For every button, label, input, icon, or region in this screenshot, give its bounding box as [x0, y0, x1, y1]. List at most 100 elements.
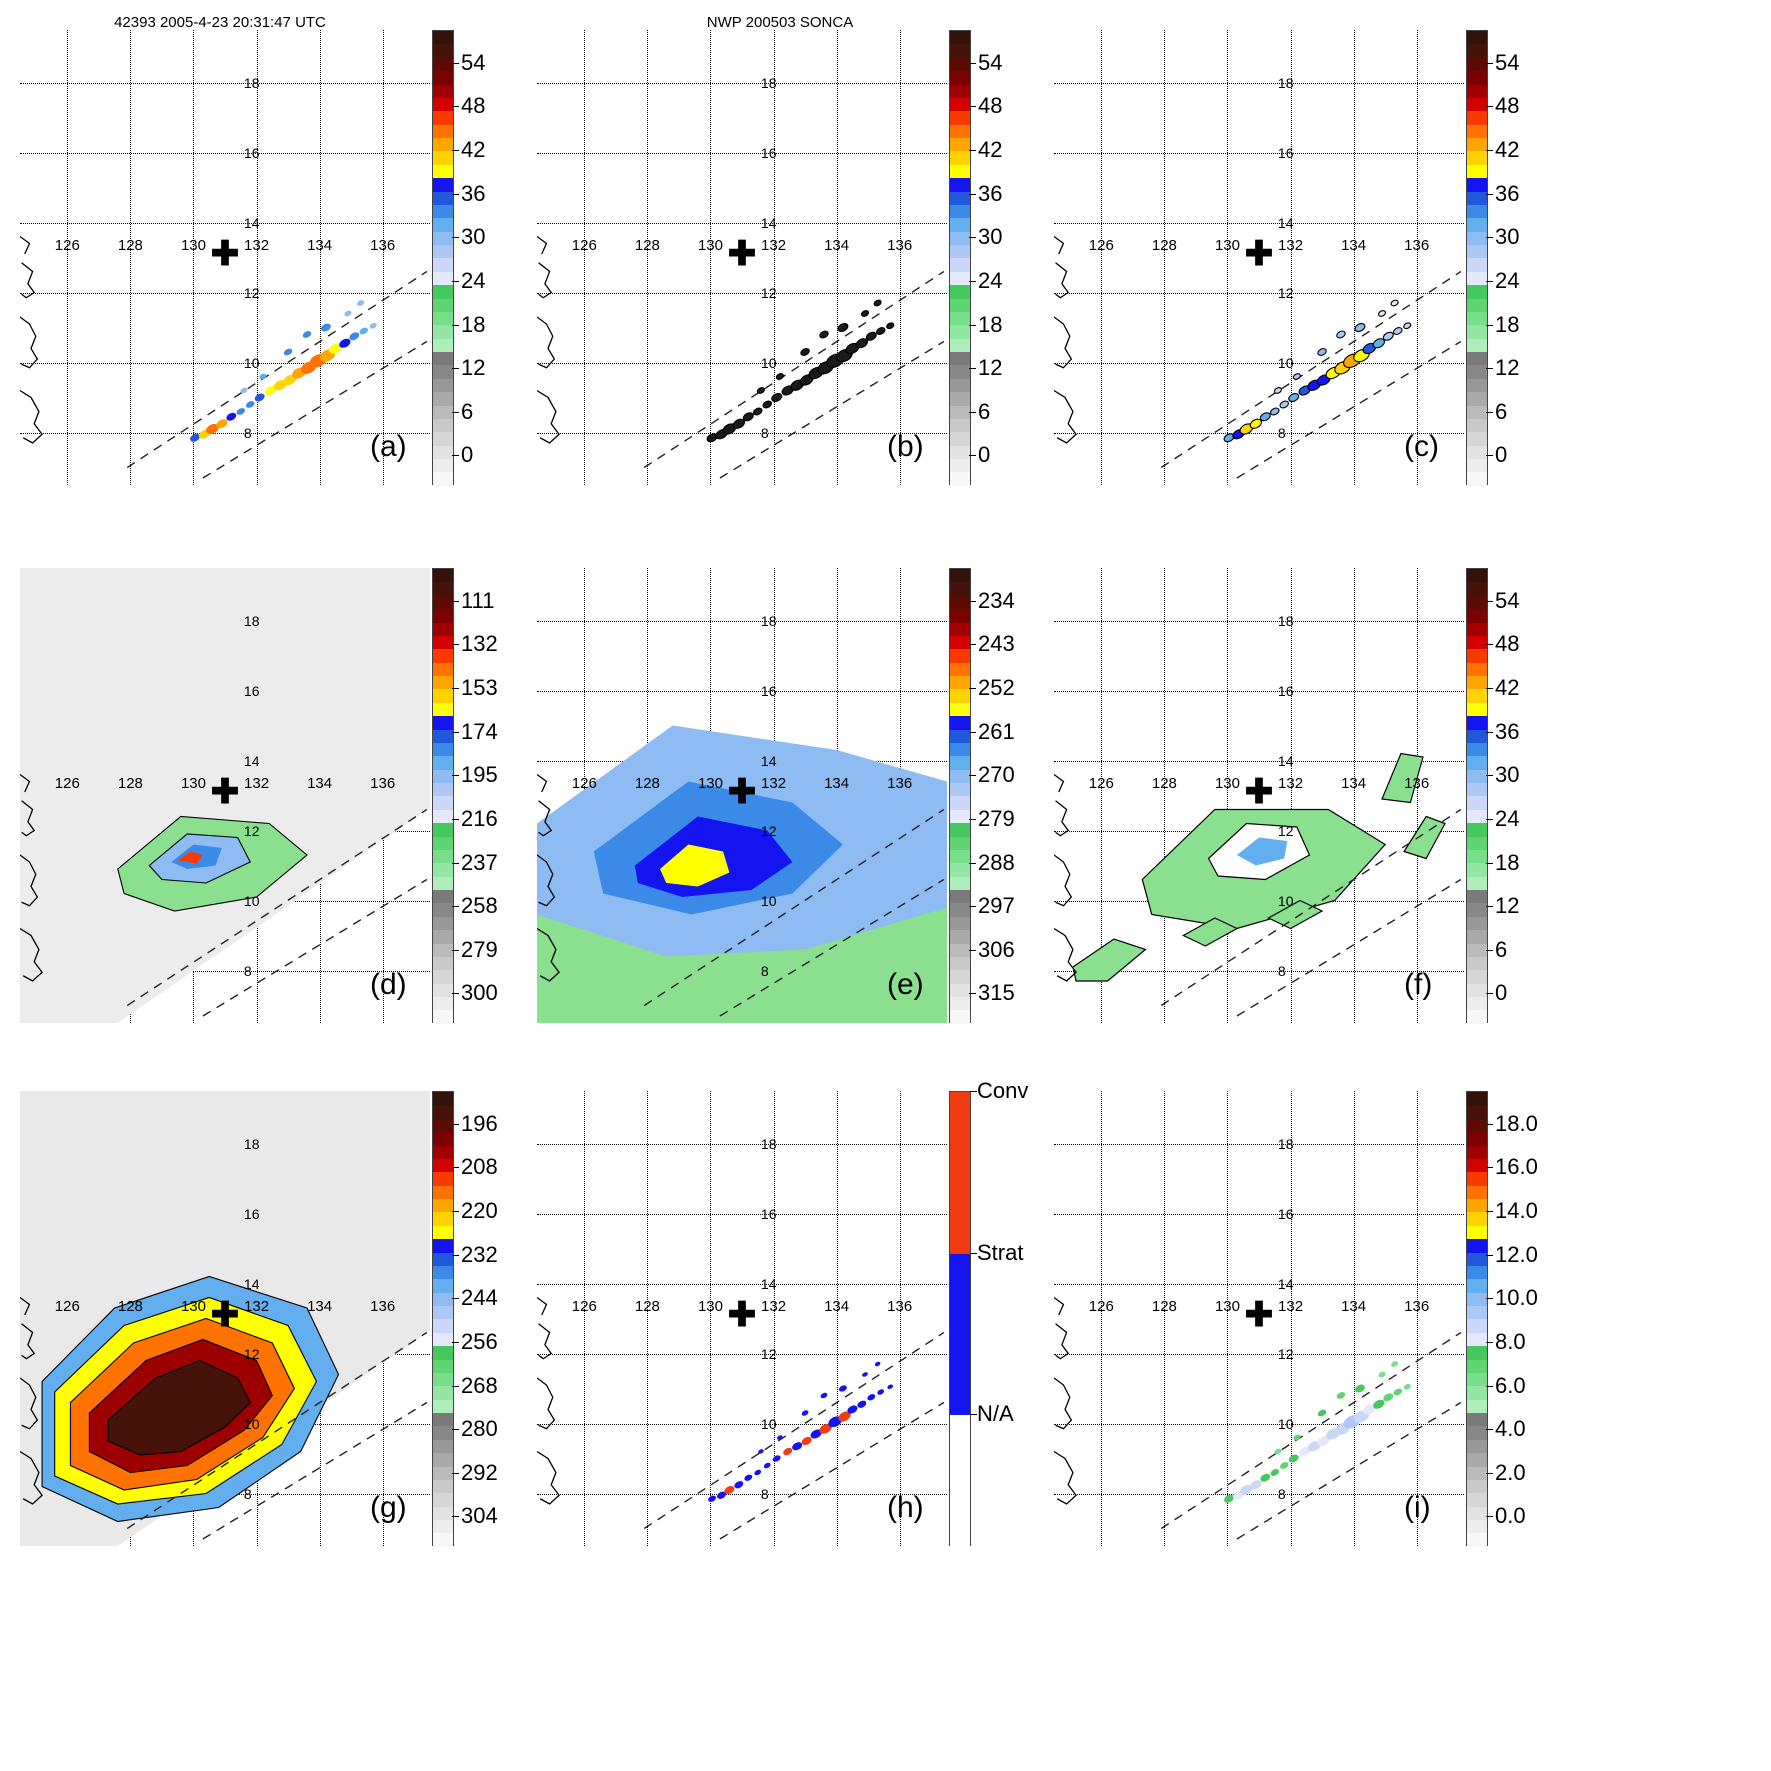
- map-area-f: [1054, 568, 1464, 1023]
- lat-tick-label: 14: [760, 1275, 777, 1292]
- colorbar-tick-label: 18.0: [1495, 1110, 1538, 1136]
- colorbar-segment: [1467, 1533, 1487, 1547]
- colorbar-segment: [950, 124, 970, 138]
- colorbar-segment: [433, 1493, 453, 1507]
- colorbar-segment: [1467, 352, 1487, 366]
- colorbar-segment: [433, 930, 453, 944]
- colorbar-segment: [950, 997, 970, 1011]
- colorbar-segment: [433, 1265, 453, 1280]
- lat-tick-label: 10: [1277, 354, 1294, 371]
- gridline-lat: [537, 292, 947, 294]
- colorbar-segment: [433, 1359, 453, 1373]
- colorbar-tick-mark: [452, 906, 459, 908]
- map-area-c: [1054, 30, 1464, 485]
- panel-label-c: (c): [1404, 430, 1439, 463]
- colorbar-tick-label: 244: [461, 1285, 498, 1311]
- colorbar-segment: [1467, 1010, 1487, 1024]
- colorbar-tick-mark: [969, 106, 976, 108]
- lat-tick-label: 18: [1277, 1135, 1294, 1152]
- colorbar-tick-label: 258: [461, 893, 498, 919]
- colorbar-segment: [1467, 702, 1487, 717]
- coastline: [20, 1296, 43, 1505]
- colorbar-tick-mark: [1486, 1298, 1493, 1300]
- colorbar-segment: [433, 432, 453, 446]
- colorbar-tick-mark: [452, 688, 459, 690]
- colorbar-tick-mark: [452, 150, 459, 152]
- colorbar-segment: [1467, 1332, 1487, 1347]
- colorbar-segment: [1467, 742, 1487, 757]
- gridline-lat: [20, 292, 430, 294]
- colorbar-tick-label: 30: [461, 224, 486, 250]
- lon-tick-label: 126: [1088, 236, 1114, 254]
- colorbar-segment: [950, 756, 970, 770]
- lat-tick-label: 16: [1277, 1205, 1294, 1222]
- colorbar-segment: [1467, 1306, 1487, 1320]
- lon-tick-label: 126: [1088, 1297, 1114, 1315]
- colorbar-tick-mark: [452, 600, 459, 602]
- colorbar-segment: [433, 609, 453, 623]
- colorbar-segment: [433, 729, 453, 743]
- colorbar-tick-mark: [452, 1298, 459, 1300]
- colorbar-tick-label: 216: [461, 805, 498, 831]
- map-area-g: [20, 1091, 430, 1546]
- colorbar-tick-label: 54: [1495, 587, 1520, 613]
- colorbar-segment: [950, 569, 970, 583]
- colorbar-segment: [950, 231, 970, 245]
- gridline-lon: [773, 1091, 775, 1546]
- gridline-lat: [1054, 222, 1464, 224]
- colorbar-tick-label: Conv: [977, 1078, 1029, 1103]
- colorbar-segment: [950, 418, 970, 433]
- lon-tick-label: 134: [307, 236, 333, 254]
- colorbar-segment: [433, 97, 453, 112]
- gridline-lon: [647, 1091, 649, 1546]
- colorbar-tick-label: 6: [461, 398, 474, 424]
- colorbar-a: [432, 30, 454, 486]
- colorbar-segment: [1467, 609, 1487, 623]
- colorbar-segment: [1467, 365, 1487, 379]
- colorbar-tick-label: 297: [978, 893, 1015, 919]
- lon-tick-label: 132: [244, 236, 270, 254]
- colorbar-segment: [1467, 1212, 1487, 1226]
- gridline-lat: [537, 690, 947, 692]
- colorbar-segment: [1467, 204, 1487, 219]
- lon-tick-label: 132: [761, 236, 787, 254]
- colorbar-segment: [433, 1372, 453, 1387]
- colorbar-tick-mark: [1486, 862, 1493, 864]
- storm-center-marker: ✚: [1244, 773, 1274, 811]
- colorbar-tick-label: 280: [461, 1416, 498, 1442]
- gridline-lat: [1054, 1283, 1464, 1285]
- colorbar-tick-mark: [452, 455, 459, 457]
- colorbar-segment: [433, 1252, 453, 1266]
- lat-tick-label: 16: [1277, 682, 1294, 699]
- colorbar-segment: [950, 1092, 970, 1254]
- colorbar-segment: [950, 930, 970, 944]
- colorbar-tick-mark: [452, 1211, 459, 1213]
- colorbar-segment: [1467, 943, 1487, 957]
- colorbar-tick-label: 12: [1495, 893, 1520, 919]
- colorbar-segment: [1467, 1158, 1487, 1173]
- gridline-lon: [1416, 30, 1418, 485]
- colorbar-segment: [433, 1118, 453, 1133]
- gridline-lat: [1054, 292, 1464, 294]
- gridline-lat: [1054, 970, 1464, 972]
- colorbar-segment: [1467, 124, 1487, 138]
- gridline-lat: [1054, 152, 1464, 154]
- colorbar-segment: [433, 635, 453, 650]
- colorbar-segment: [950, 649, 970, 663]
- gridline-lat: [1054, 620, 1464, 622]
- colorbar-tick-mark: [1486, 993, 1493, 995]
- colorbar-segment: [433, 218, 453, 232]
- gridline-lat: [1054, 1213, 1464, 1215]
- colorbar-segment: [1467, 916, 1487, 931]
- colorbar-segment: [433, 769, 453, 783]
- colorbar-segment: [1467, 809, 1487, 824]
- colorbar-segment: [1467, 392, 1487, 406]
- colorbar-tick-label: 0: [1495, 980, 1508, 1006]
- colorbar-segment: [1467, 876, 1487, 890]
- colorbar-segment: [1467, 1319, 1487, 1333]
- colorbar-tick-mark: [452, 62, 459, 64]
- gridline-lon: [1290, 30, 1292, 485]
- colorbar-tick-mark: [1486, 237, 1493, 239]
- storm-center-marker: ✚: [727, 773, 757, 811]
- gridline-lat: [20, 432, 430, 434]
